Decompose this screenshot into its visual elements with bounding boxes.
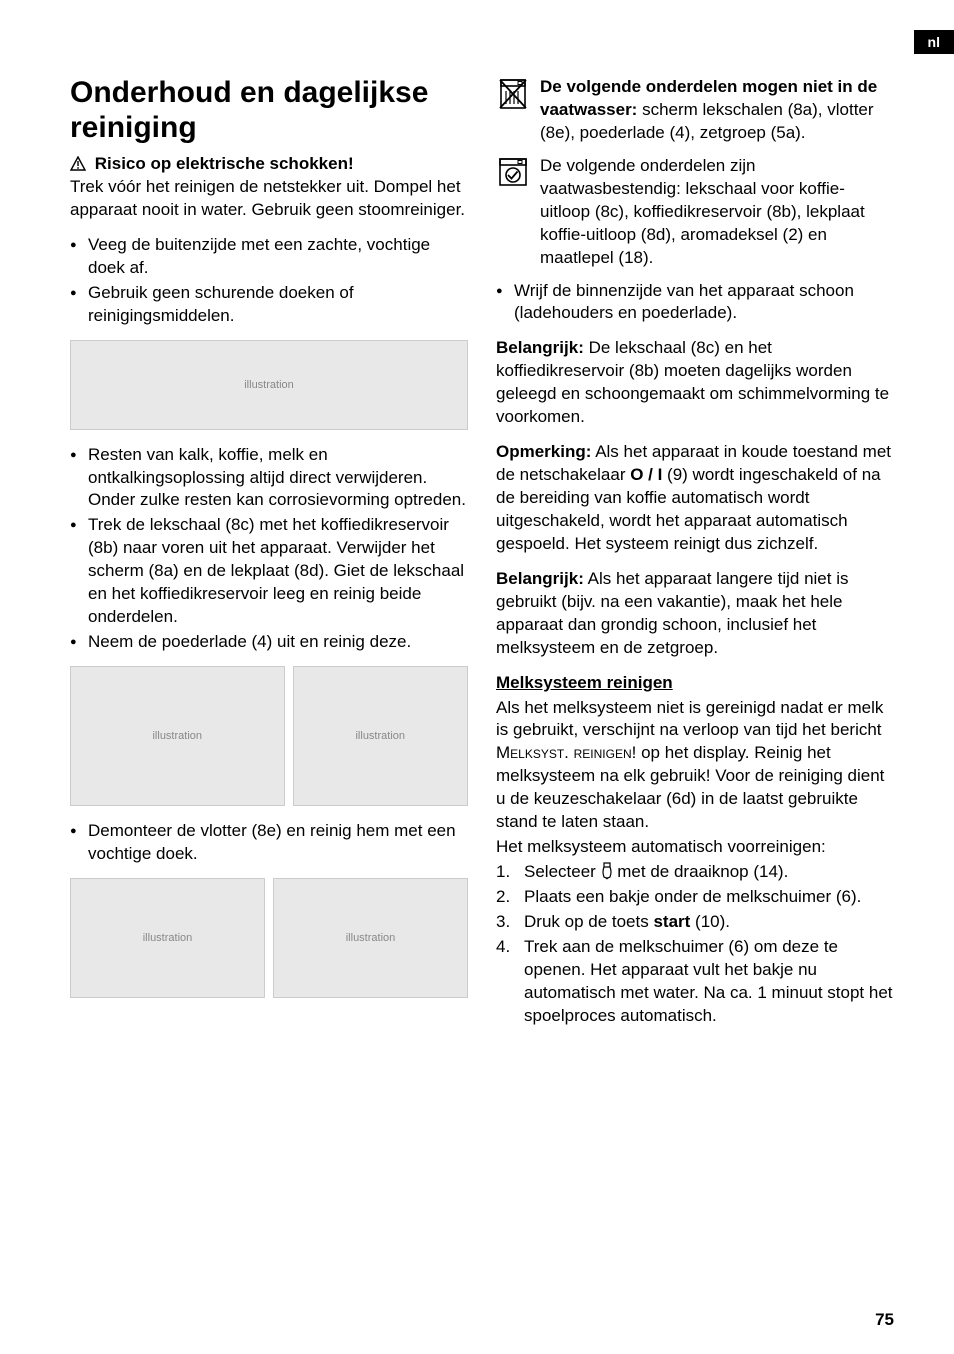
list-item: Neem de poederlade (4) uit en reinig dez… [70,631,468,654]
drip-tray-illustration: illustration [70,666,285,806]
step-pre: Selecteer [524,862,601,881]
note-block: Opmerking: Als het apparaat in koude toe… [496,441,894,556]
abrasive-cloth-illustration: illustration [70,340,468,430]
dishwasher-safe-text: De volgende onderdelen zijn vaatwasbeste… [540,155,894,270]
float-illustration-b: illustration [273,878,468,998]
page: nl Onderhoud en dagelijkse reiniging Ris… [0,0,954,1354]
bullet-list-d: Wrijf de binnenzijde van het apparaat sc… [496,280,894,326]
section-title: Onderhoud en dagelijkse reiniging [70,76,468,145]
important-label: Belangrijk: [496,338,584,357]
language-badge: nl [914,30,954,54]
warning-block: Risico op elektrische schokken! Trek vóó… [70,153,468,222]
milk-heading-text: Melksysteem reinigen [496,673,673,692]
milk-select-icon [601,862,613,880]
display-message: Melksyst. reinigen! [496,743,636,762]
warning-body: Trek vóór het reinigen de netstekker uit… [70,177,465,219]
step-pre: Druk op de toets [524,912,653,931]
dishwasher-safe-icon [496,155,530,187]
note-label: Opmerking: [496,442,591,461]
cleaning-illustration-row-3: illustration illustration [70,878,468,998]
left-column: Onderhoud en dagelijkse reiniging Risico… [70,76,468,1030]
list-item: Druk op de toets start (10). [496,911,894,934]
warning-heading: Risico op elektrische schokken! [95,154,354,173]
list-item: Trek de lekschaal (8c) met het koffiedik… [70,514,468,629]
warning-triangle-icon [70,156,86,171]
list-item: Selecteer met de draaiknop (14). [496,861,894,884]
float-illustration-a: illustration [70,878,265,998]
important-label: Belangrijk: [496,569,584,588]
power-switch-label: O / I [630,465,662,484]
milk-para-a: Als het melksysteem niet is gereinigd na… [496,698,883,740]
bullet-list-a: Veeg de buitenzijde met een zachte, voch… [70,234,468,328]
important-note-2: Belangrijk: Als het apparaat langere tij… [496,568,894,660]
list-item: Demonteer de vlotter (8e) en reinig hem … [70,820,468,866]
start-button-label: start [653,912,690,931]
milk-steps: Selecteer met de draaiknop (14). Plaats … [496,861,894,1028]
not-dishwasher-text: De volgende onderdelen mogen niet in de … [540,76,894,145]
right-column: De volgende onderdelen mogen niet in de … [496,76,894,1030]
list-item: Gebruik geen schurende doeken of reinigi… [70,282,468,328]
milk-para-c: Het melksysteem automatisch voorreinigen… [496,836,894,859]
important-note-1: Belangrijk: De lekschaal (8c) en het kof… [496,337,894,429]
step-post: (10). [690,912,730,931]
milk-para: Als het melksysteem niet is gereinigd na… [496,697,894,835]
not-dishwasher-block: De volgende onderdelen mogen niet in de … [496,76,894,145]
milk-system-heading: Melksysteem reinigen [496,672,894,695]
page-number: 75 [875,1310,894,1330]
list-item: Trek aan de melkschuimer (6) om deze te … [496,936,894,1028]
list-item: Veeg de buitenzijde met een zachte, voch… [70,234,468,280]
dishwasher-safe-block: De volgende onderdelen zijn vaatwasbeste… [496,155,894,270]
list-item: Plaats een bakje onder de melkschuimer (… [496,886,894,909]
step-post: met de draaiknop (14). [613,862,789,881]
list-item: Resten van kalk, koffie, melk en ontkalk… [70,444,468,513]
cleaning-illustration-row-2: illustration illustration [70,666,468,806]
no-dishwasher-icon [496,76,530,110]
powder-drawer-illustration: illustration [293,666,469,806]
list-item: Wrijf de binnenzijde van het apparaat sc… [496,280,894,326]
content-columns: Onderhoud en dagelijkse reiniging Risico… [70,76,894,1030]
cleaning-illustration-row-1: illustration [70,340,468,430]
bullet-list-b: Resten van kalk, koffie, melk en ontkalk… [70,444,468,654]
bullet-list-c: Demonteer de vlotter (8e) en reinig hem … [70,820,468,866]
